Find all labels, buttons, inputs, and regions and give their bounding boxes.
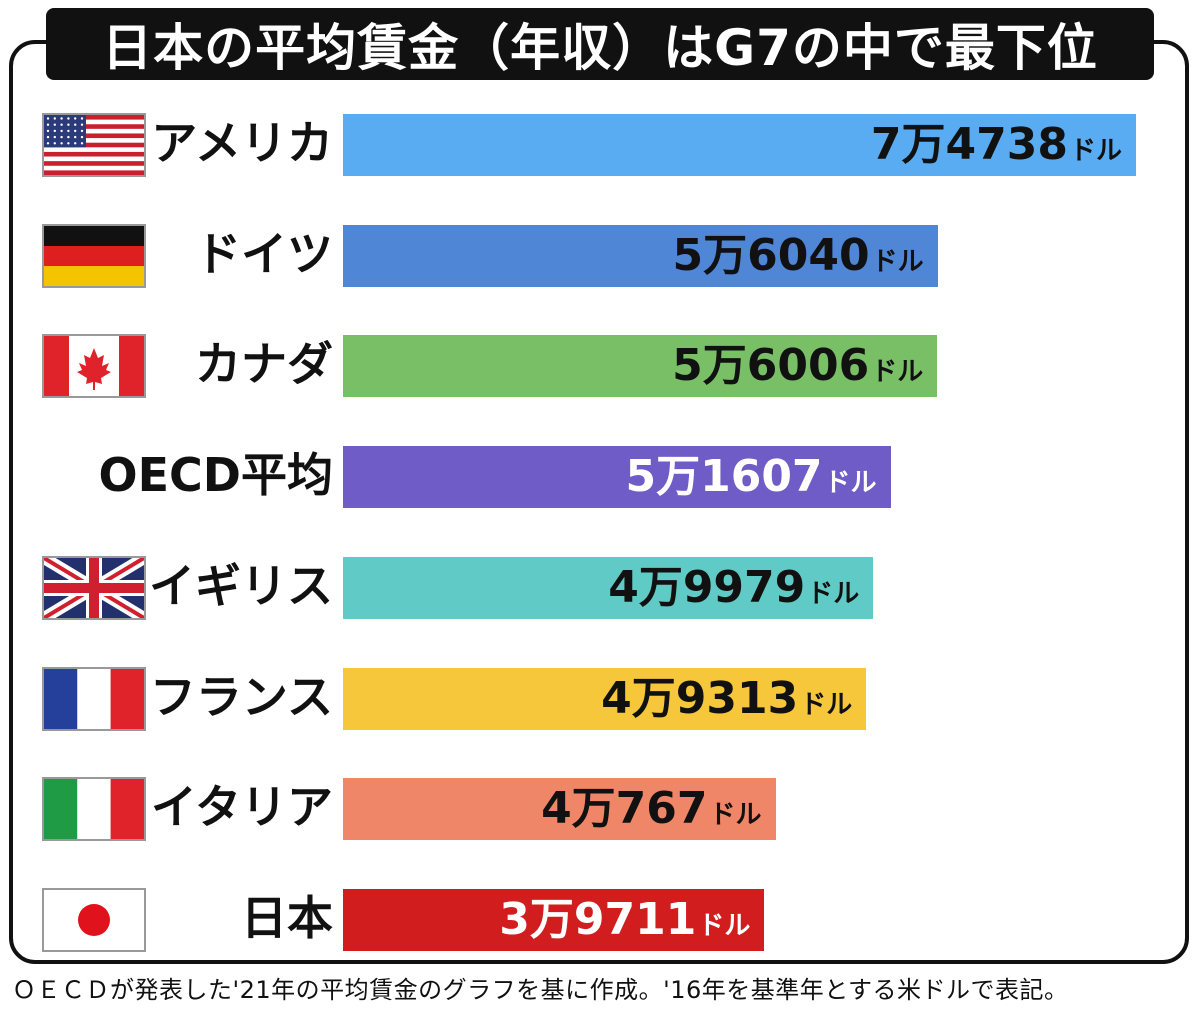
japan-flag-icon [42, 887, 146, 952]
bar [343, 446, 891, 509]
bar [343, 778, 776, 841]
bar [343, 224, 938, 287]
source-note: ＯＥＣＤが発表した'21年の平均賃金のグラフを基に作成。'16年を基準年とする米… [12, 976, 1069, 1004]
value-label: 4万9313ドル [343, 668, 852, 730]
bar [343, 114, 1136, 176]
bar [343, 335, 938, 398]
value-unit: ドル [807, 578, 860, 609]
value-label: 5万6040ドル [343, 225, 924, 287]
bar [343, 667, 867, 730]
category-label: 日本 [241, 890, 333, 945]
value-unit: ドル [1069, 136, 1122, 166]
france-flag-icon [42, 666, 146, 731]
category-label: フランス [149, 669, 333, 724]
category-label: OECD平均 [98, 448, 333, 503]
value-number: 5万6006 [672, 340, 870, 392]
category-label: イギリス [149, 558, 333, 613]
bar [343, 888, 765, 951]
value-unit: ドル [698, 910, 751, 941]
value-label: 7万4738ドル [343, 114, 1122, 176]
value-unit: ドル [871, 246, 924, 277]
category-label: アメリカ [151, 116, 333, 170]
value-label: 5万6006ドル [343, 335, 923, 397]
value-label: 4万767ドル [343, 778, 762, 840]
value-number: 4万9313 [601, 672, 799, 724]
chart-title: 日本の平均賃金（年収）はG7の中で最下位 [102, 19, 1098, 77]
value-label: 5万1607ドル [343, 446, 877, 508]
usa-flag-icon [42, 113, 146, 177]
value-number: 4万767 [541, 783, 708, 835]
value-number: 3万9711 [499, 893, 697, 945]
category-label: ドイツ [195, 226, 333, 281]
bar [343, 556, 874, 619]
value-label: 4万9979ドル [343, 557, 859, 619]
value-unit: ドル [709, 800, 762, 831]
title-banner: 日本の平均賃金（年収）はG7の中で最下位 [46, 8, 1154, 80]
value-number: 4万9979 [608, 561, 806, 613]
value-number: 7万4738 [870, 119, 1068, 170]
category-label: イタリア [150, 780, 333, 835]
value-unit: ドル [800, 689, 853, 720]
value-unit: ドル [871, 357, 924, 388]
value-label: 3万9711ドル [343, 889, 750, 951]
value-unit: ドル [824, 468, 877, 499]
germany-flag-icon [42, 223, 146, 288]
value-number: 5万6040 [672, 229, 870, 281]
uk-flag-icon [42, 555, 146, 620]
category-label: カナダ [195, 337, 333, 392]
canada-flag-icon [42, 334, 146, 399]
value-number: 5万1607 [625, 451, 823, 503]
italy-flag-icon [42, 777, 146, 842]
